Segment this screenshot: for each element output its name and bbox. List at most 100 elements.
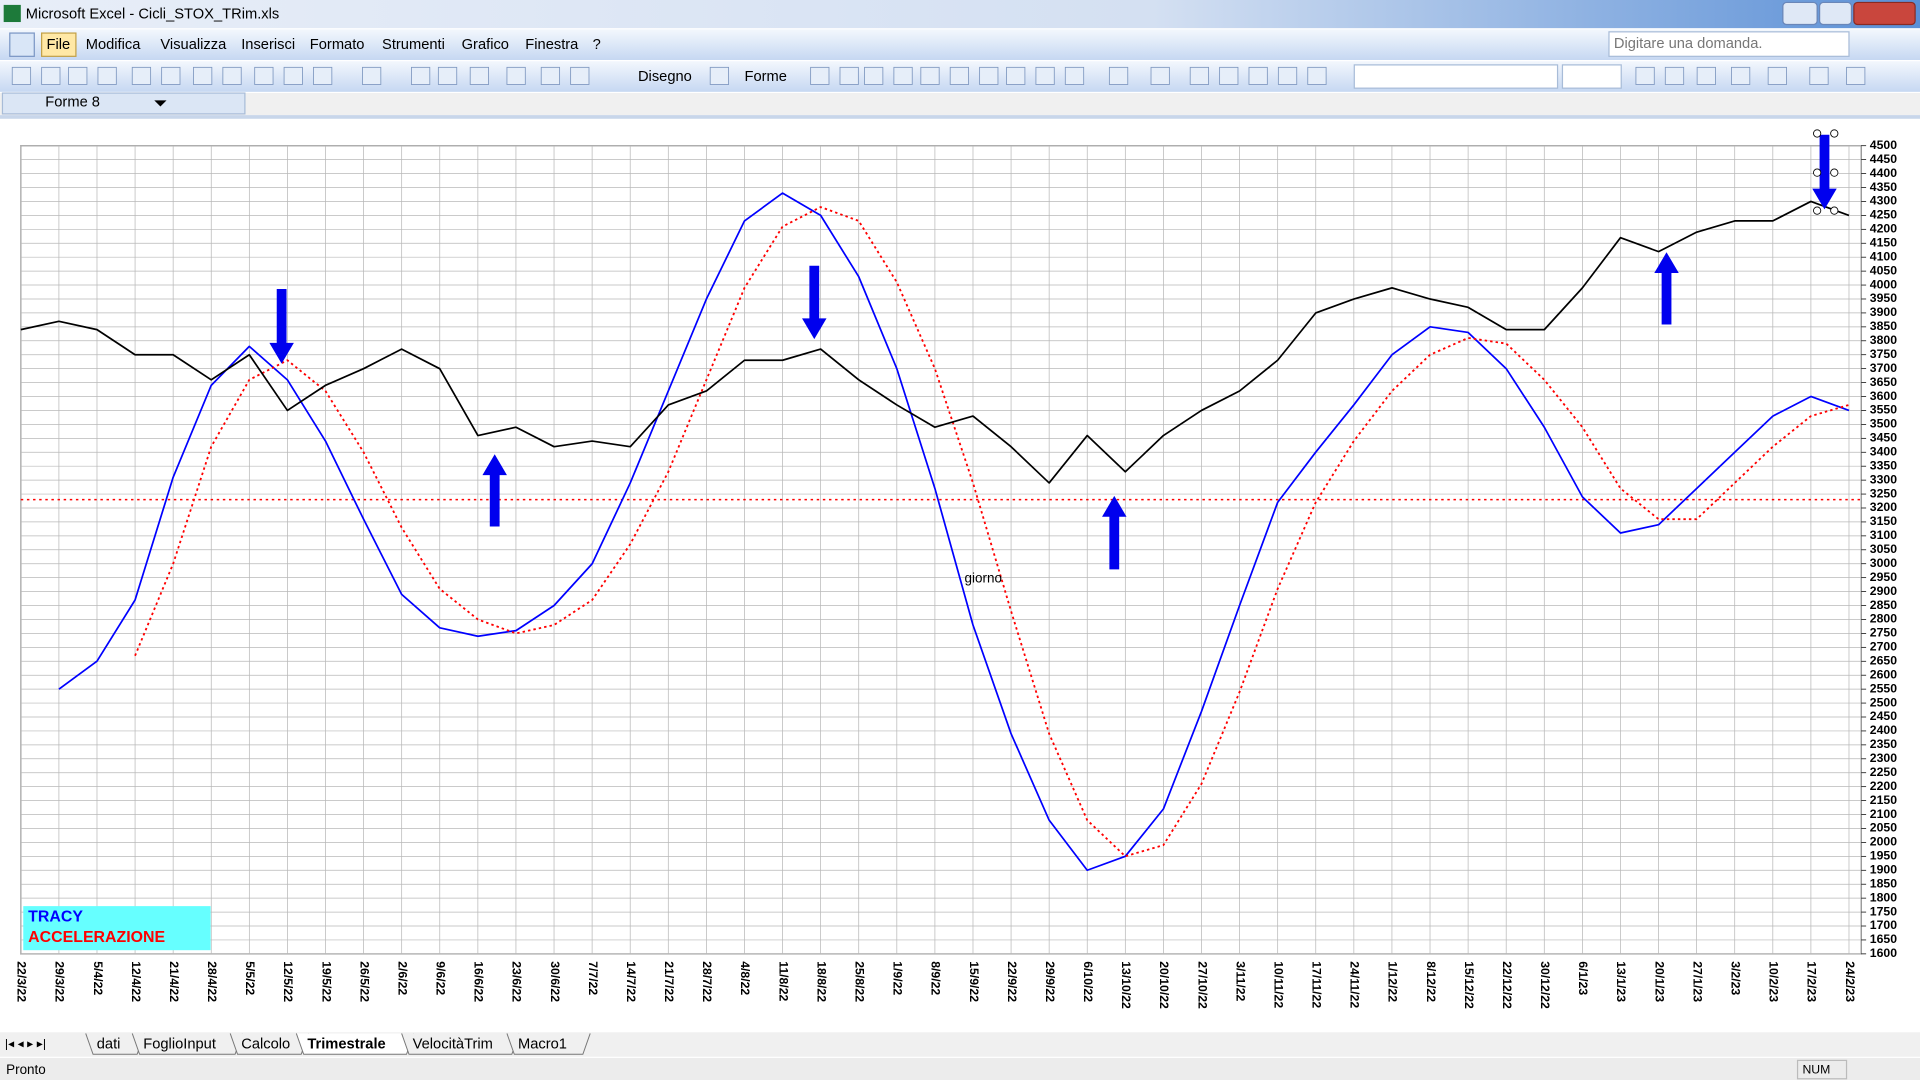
- toolbar-button[interactable]: [193, 66, 213, 85]
- menu-item[interactable]: Strumenti: [382, 37, 445, 53]
- toolbar-button[interactable]: [1731, 66, 1751, 85]
- toolbar-button[interactable]: [864, 66, 884, 85]
- y-tick-label: 3950: [1870, 291, 1897, 305]
- toolbar-button[interactable]: [893, 66, 913, 85]
- y-tick-label: 2350: [1870, 737, 1897, 751]
- price-line: [20, 200, 1850, 484]
- toolbar-button[interactable]: [570, 66, 590, 85]
- x-axis-title: giorno: [965, 571, 1002, 586]
- menu-item[interactable]: Finestra: [525, 37, 579, 53]
- toolbar-button[interactable]: [540, 66, 561, 85]
- tab-scroll-buttons[interactable]: |◂ ◂ ▸ ▸|: [5, 1037, 46, 1051]
- toolbar-button[interactable]: [222, 66, 242, 85]
- toolbar-button[interactable]: [810, 66, 830, 85]
- y-tick-label: 3150: [1870, 514, 1897, 528]
- toolbar-button[interactable]: [411, 66, 431, 85]
- toolbar-button[interactable]: [469, 66, 489, 85]
- x-tick-label: 29/9/22: [1043, 961, 1057, 1002]
- status-text: Pronto: [6, 1062, 46, 1077]
- help-box[interactable]: [1608, 31, 1850, 57]
- toolbar-button[interactable]: [949, 66, 969, 85]
- y-tick-label: 2650: [1870, 654, 1897, 668]
- toolbar-button[interactable]: [1189, 66, 1210, 85]
- x-tick-label: 10/2/23: [1767, 961, 1781, 1002]
- toolbar-button[interactable]: [1108, 66, 1129, 85]
- chart: 1600165017001750180018501900195020002050…: [15, 138, 1898, 1009]
- toolbar-button[interactable]: [68, 66, 88, 85]
- toolbar-button[interactable]: [161, 66, 181, 85]
- restore-button[interactable]: [1818, 1, 1853, 26]
- toolbar-button[interactable]: [1635, 66, 1655, 85]
- toolbar-button[interactable]: [979, 66, 999, 85]
- menu-item[interactable]: Visualizza: [160, 37, 227, 53]
- toolbar-button[interactable]: [1664, 66, 1685, 85]
- toolbar-button[interactable]: [1767, 66, 1787, 85]
- x-tick-label: 28/4/22: [205, 961, 219, 1002]
- arrow-up: [1102, 495, 1127, 570]
- toolbar-button[interactable]: [41, 66, 61, 85]
- sheet-tab-label: Macro1: [518, 1036, 567, 1052]
- y-tick-label: 1750: [1870, 904, 1897, 918]
- toolbar-button[interactable]: [313, 66, 333, 85]
- shapes-menu[interactable]: Forme: [744, 69, 786, 85]
- toolbar-button[interactable]: [709, 66, 729, 85]
- toolbar-button[interactable]: [506, 66, 526, 85]
- x-tick-label: 11/8/22: [776, 961, 790, 1001]
- menu-item[interactable]: File: [47, 37, 71, 53]
- x-tick-label: 23/6/22: [510, 961, 524, 1002]
- draw-menu[interactable]: Disegno: [638, 69, 692, 85]
- toolbar-button[interactable]: [839, 66, 859, 85]
- y-tick-label: 4250: [1870, 208, 1897, 222]
- toolbar-button[interactable]: [1307, 66, 1327, 85]
- toolbar-button[interactable]: [1219, 66, 1239, 85]
- name-box-arrow: [154, 100, 167, 107]
- toolbar-button[interactable]: [1846, 66, 1866, 85]
- excel-icon[interactable]: [9, 32, 35, 57]
- menu-item[interactable]: ?: [593, 37, 601, 53]
- y-tick-label: 2750: [1870, 626, 1897, 640]
- sheet-tab-label: dati: [97, 1036, 121, 1052]
- toolbar-button[interactable]: [11, 66, 32, 85]
- menu-item[interactable]: Modifica: [86, 37, 142, 53]
- x-tick-label: 17/11/22: [1310, 961, 1324, 1008]
- num-lock: NUM: [1802, 1062, 1830, 1076]
- toolbar-button[interactable]: [97, 66, 117, 85]
- toolbar-button[interactable]: [362, 66, 382, 85]
- toolbar-button[interactable]: [283, 66, 303, 85]
- toolbar-button[interactable]: [1006, 66, 1026, 85]
- toolbar-button[interactable]: [1150, 66, 1170, 85]
- x-tick-label: 24/11/22: [1348, 961, 1362, 1008]
- y-tick-label: 3250: [1870, 486, 1897, 500]
- y-tick-label: 3300: [1870, 472, 1897, 486]
- x-tick-label: 8/12/22: [1424, 961, 1438, 1002]
- y-tick-label: 3850: [1870, 319, 1897, 333]
- menu-item[interactable]: Formato: [310, 37, 365, 53]
- toolbar-button[interactable]: [1696, 66, 1716, 85]
- x-tick-label: 10/11/22: [1271, 961, 1285, 1008]
- arrow-down: [269, 288, 294, 364]
- sheet-tab[interactable]: [506, 1033, 591, 1055]
- toolbar-button[interactable]: [1809, 66, 1829, 85]
- size-box[interactable]: [1561, 64, 1622, 89]
- minimize-button[interactable]: [1782, 1, 1818, 26]
- sheet-tab-label: FoglioInput: [143, 1036, 216, 1052]
- y-tick-label: 4450: [1870, 152, 1897, 166]
- formula-bar: [0, 93, 1920, 116]
- x-tick-label: 19/5/22: [319, 961, 333, 1002]
- menu-item[interactable]: Grafico: [462, 37, 509, 53]
- close-button[interactable]: [1853, 1, 1916, 26]
- toolbar-button[interactable]: [254, 66, 274, 85]
- toolbar-button[interactable]: [1277, 66, 1298, 85]
- toolbar-button[interactable]: [131, 66, 152, 85]
- toolbar-button[interactable]: [437, 66, 458, 85]
- font-box[interactable]: [1353, 64, 1559, 89]
- name-box[interactable]: [1, 92, 246, 115]
- menu-item[interactable]: Inserisci: [241, 37, 295, 53]
- toolbar-button[interactable]: [1035, 66, 1055, 85]
- toolbar-button[interactable]: [1064, 66, 1085, 85]
- toolbar-button[interactable]: [1248, 66, 1268, 85]
- x-tick-label: 22/3/22: [15, 961, 29, 1002]
- toolbar-button[interactable]: [920, 66, 940, 85]
- y-tick-label: 3800: [1870, 333, 1897, 347]
